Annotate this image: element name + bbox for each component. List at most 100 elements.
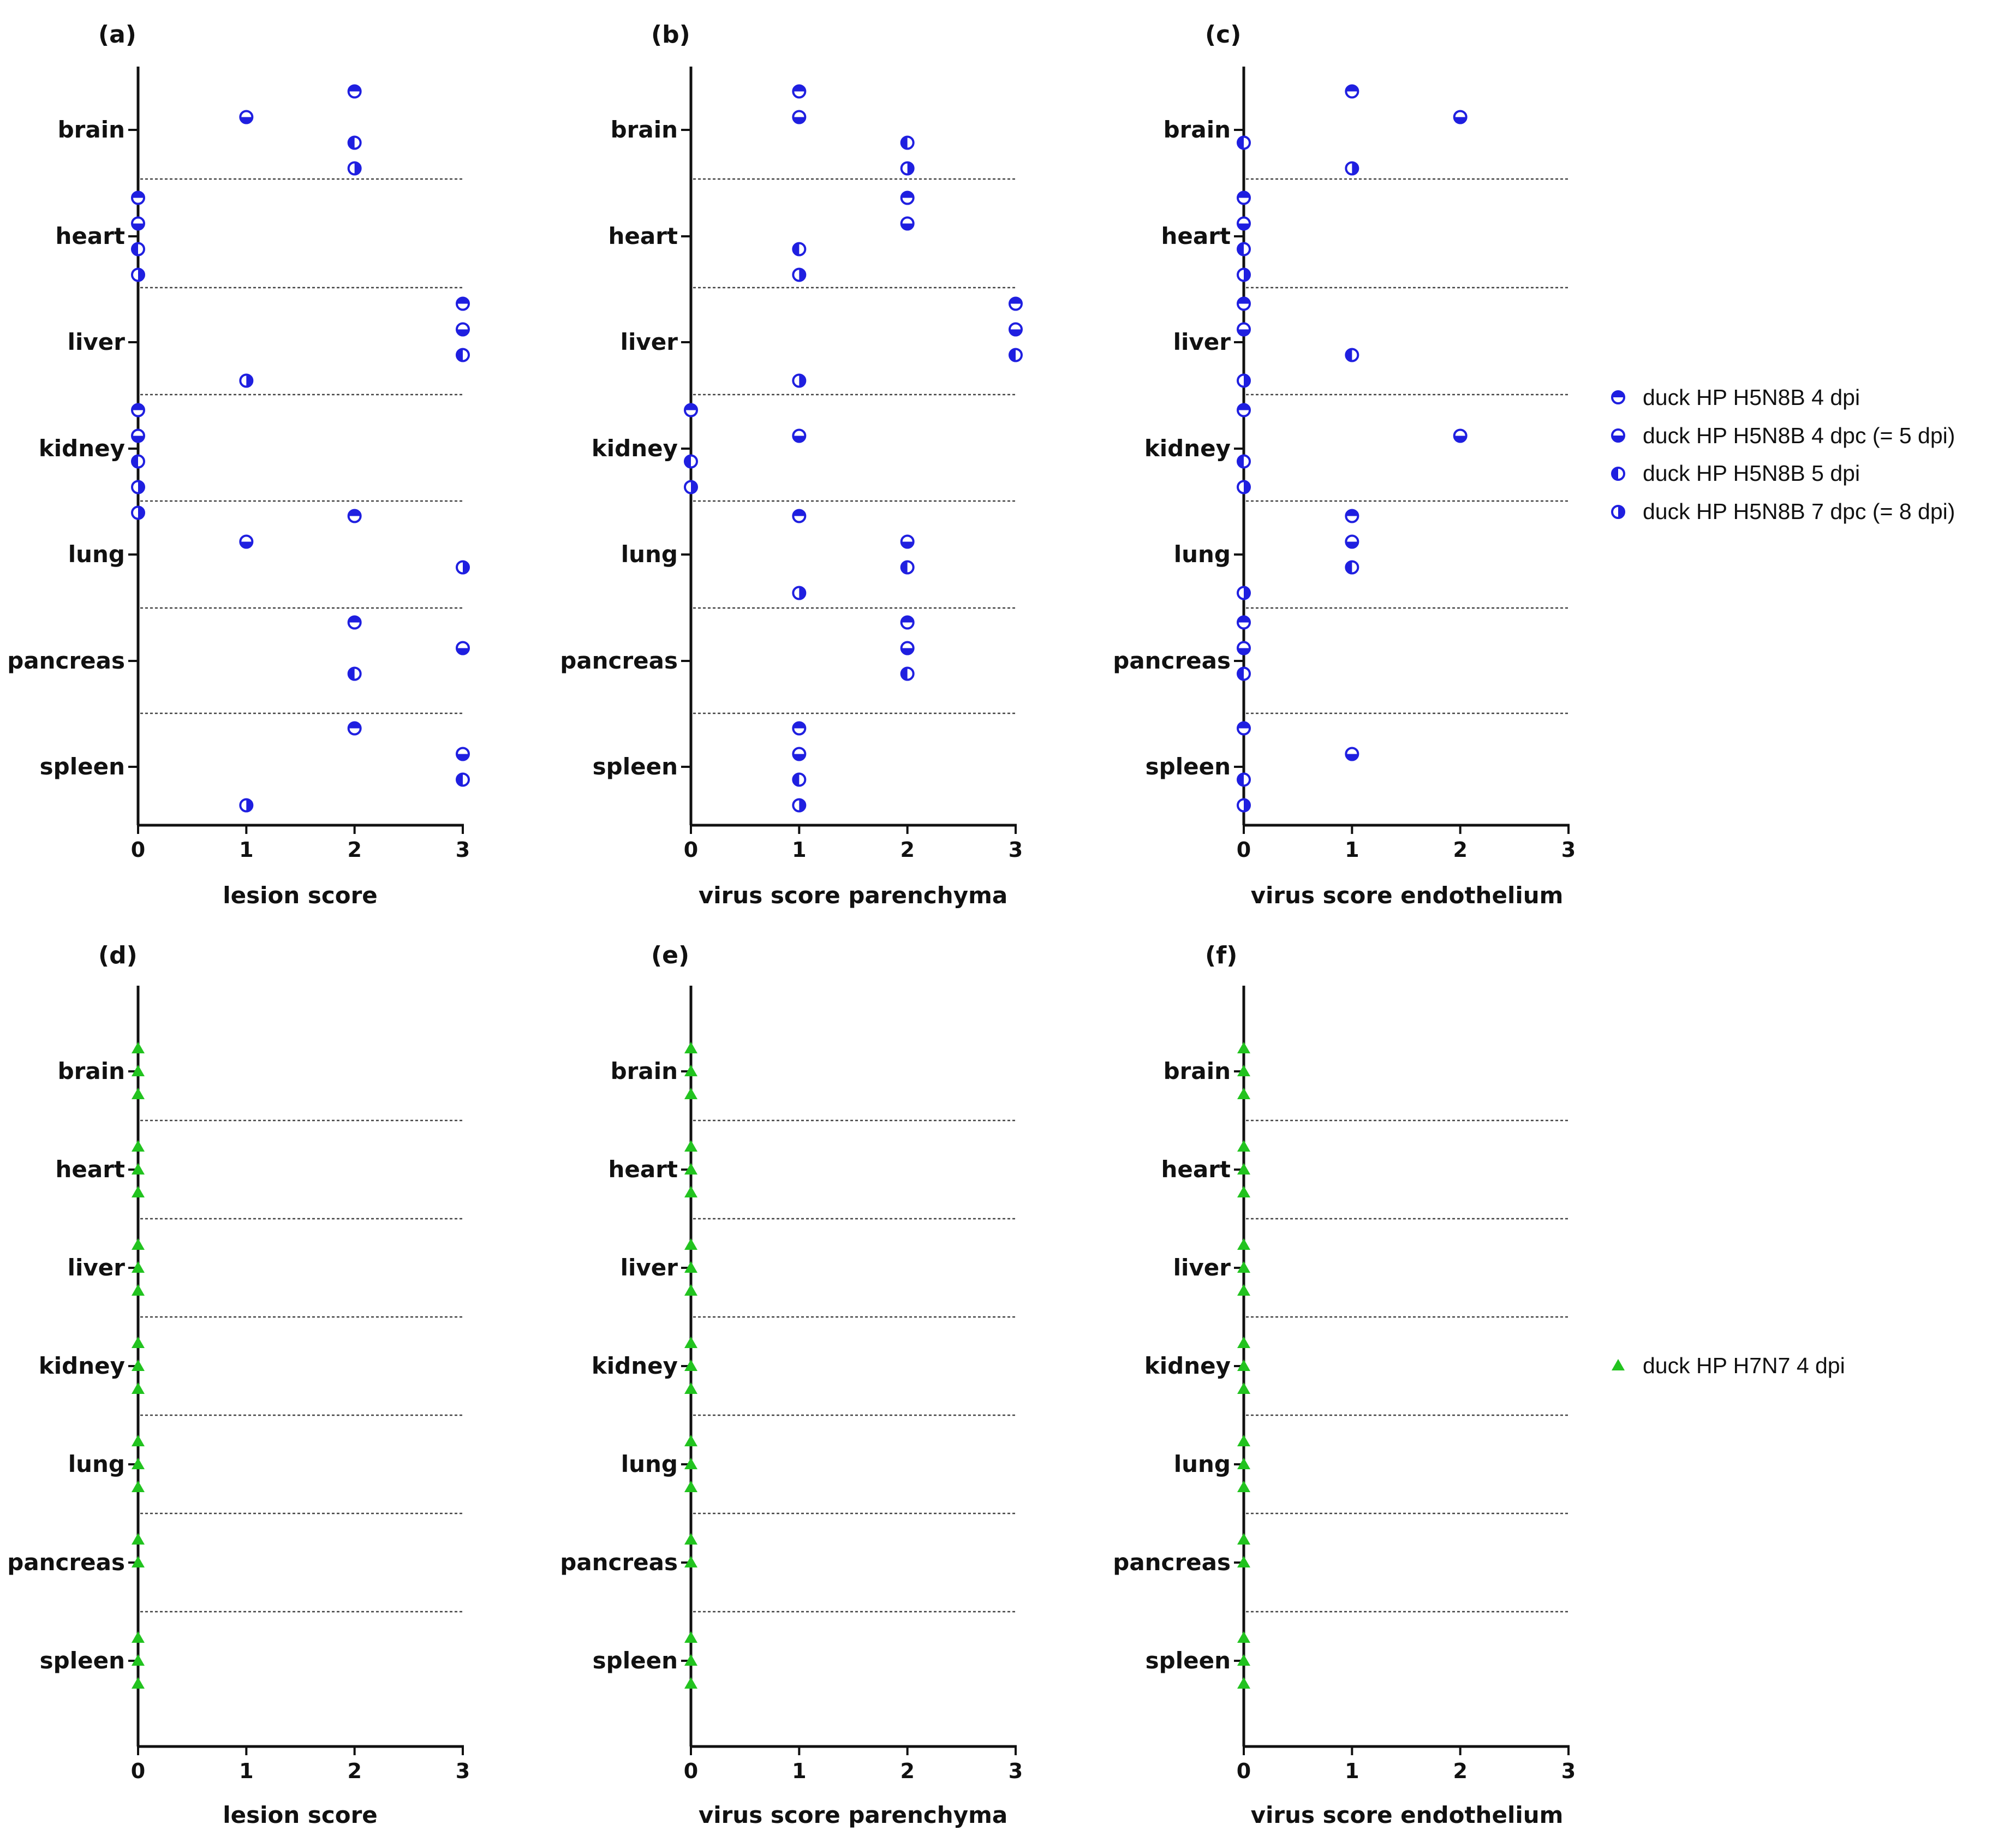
panel-e: (e) virus score parenchyma 0 1 2 3 brain hear… xyxy=(560,941,1023,1828)
x-tick-label: 1 xyxy=(1345,838,1359,862)
x-tick-label: 3 xyxy=(456,1759,470,1783)
category-label-spleen: spleen xyxy=(40,1647,125,1674)
x-tick-label: 1 xyxy=(1345,1759,1359,1783)
x-tick-label: 3 xyxy=(1009,1759,1023,1783)
data-point-lung xyxy=(1345,509,1359,523)
data-point-lung xyxy=(132,1435,145,1446)
data-point-liver xyxy=(1237,1238,1250,1250)
data-point-kidney xyxy=(684,1360,697,1371)
data-point-spleen xyxy=(792,798,807,813)
data-point-liver xyxy=(239,373,254,388)
data-point-pancreas xyxy=(1237,666,1251,681)
data-point-brain xyxy=(1345,161,1359,176)
data-point-kidney xyxy=(132,1337,145,1348)
category-label-liver: liver xyxy=(621,1254,678,1281)
category-label-brain: brain xyxy=(1164,1058,1231,1084)
data-point-lung xyxy=(347,509,362,523)
data-point-spleen xyxy=(1237,772,1251,787)
data-point-kidney xyxy=(131,403,145,418)
data-point-lung xyxy=(792,586,807,600)
category-label-brain: brain xyxy=(58,116,125,143)
data-point-lung xyxy=(132,1458,145,1469)
data-point-liver xyxy=(1009,296,1023,311)
data-point-heart xyxy=(1237,267,1251,282)
legend-marker-1 xyxy=(1611,428,1625,443)
x-tick-label: 3 xyxy=(1009,838,1023,862)
data-point-kidney xyxy=(684,454,698,469)
data-point-pancreas xyxy=(1237,641,1251,655)
data-point-heart xyxy=(132,1140,145,1152)
panel-a: (a) lesion score 0 1 2 3 brain heart liver kidn… xyxy=(7,21,470,909)
x-tick-label: 3 xyxy=(456,838,470,862)
data-point-brain xyxy=(1237,135,1251,150)
x-axis-title-b: virus score parenchyma xyxy=(699,882,1007,909)
data-point-kidney xyxy=(792,428,807,443)
data-point-brain xyxy=(132,1065,145,1076)
category-label-spleen: spleen xyxy=(593,1647,678,1674)
category-label-lung: lung xyxy=(1174,1451,1231,1477)
data-point-brain xyxy=(792,84,807,99)
data-point-brain xyxy=(347,161,362,176)
data-point-pancreas xyxy=(900,666,915,681)
category-label-kidney: kidney xyxy=(1144,1352,1231,1379)
data-point-lung xyxy=(900,560,915,575)
data-point-brain xyxy=(1237,1042,1250,1053)
data-point-pancreas xyxy=(132,1556,145,1567)
data-point-heart xyxy=(1237,242,1251,257)
category-label-pancreas: pancreas xyxy=(7,1549,125,1576)
category-label-pancreas: pancreas xyxy=(1113,647,1231,674)
data-point-heart xyxy=(1237,1186,1250,1197)
category-label-heart: heart xyxy=(608,223,678,249)
x-tick-label: 0 xyxy=(1237,1759,1251,1783)
category-label-spleen: spleen xyxy=(40,753,125,780)
data-point-kidney xyxy=(1237,454,1251,469)
data-point-spleen xyxy=(1237,1631,1250,1643)
data-point-heart xyxy=(1237,1140,1250,1152)
data-point-kidney xyxy=(131,480,145,494)
data-point-kidney xyxy=(131,428,145,443)
legend-marker-3 xyxy=(1611,505,1625,519)
x-tick-label: 2 xyxy=(900,838,914,862)
legend-label-h5n8b-4dpi: duck HP H5N8B 4 dpi xyxy=(1643,385,1860,410)
legend-label-h5n8b-5dpi: duck HP H5N8B 5 dpi xyxy=(1643,461,1860,486)
data-point-kidney xyxy=(1237,1382,1250,1394)
data-point-lung xyxy=(684,1458,697,1469)
data-point-pancreas xyxy=(1237,1533,1250,1545)
data-point-liver xyxy=(1237,322,1251,337)
category-label-kidney: kidney xyxy=(1144,435,1231,462)
x-tick-label: 0 xyxy=(684,838,698,862)
data-point-spleen xyxy=(132,1654,145,1666)
data-point-heart xyxy=(1237,1163,1250,1175)
category-label-heart: heart xyxy=(1161,223,1231,249)
data-point-pancreas xyxy=(347,615,362,630)
data-point-brain xyxy=(347,135,362,150)
x-axis-title-f: virus score endothelium xyxy=(1251,1802,1564,1828)
data-point-lung xyxy=(239,534,254,549)
panel-b: (b) virus score parenchyma 0 1 2 3 brain hear… xyxy=(560,21,1023,909)
category-label-pancreas: pancreas xyxy=(560,647,678,674)
data-point-liver xyxy=(132,1238,145,1250)
data-point-spleen xyxy=(1237,1654,1250,1666)
data-point-spleen xyxy=(456,747,470,761)
data-point-brain xyxy=(792,110,807,124)
data-point-heart xyxy=(792,242,807,257)
category-label-brain: brain xyxy=(611,116,678,143)
data-point-heart xyxy=(1237,216,1251,231)
data-point-spleen xyxy=(792,747,807,761)
data-point-heart xyxy=(900,190,915,205)
data-point-kidney xyxy=(131,505,145,520)
x-axis-title-d: lesion score xyxy=(223,1802,378,1828)
data-point-kidney xyxy=(1237,480,1251,494)
data-point-spleen xyxy=(347,721,362,736)
data-point-brain xyxy=(684,1042,697,1053)
category-label-brain: brain xyxy=(58,1058,125,1084)
category-label-lung: lung xyxy=(68,1451,125,1477)
legend-marker-2 xyxy=(1611,467,1625,481)
data-point-kidney xyxy=(1237,1360,1250,1371)
data-point-kidney xyxy=(132,1382,145,1394)
data-point-spleen xyxy=(1237,721,1251,736)
category-label-spleen: spleen xyxy=(593,753,678,780)
data-point-heart xyxy=(131,242,145,257)
category-label-kidney: kidney xyxy=(592,1352,678,1379)
panel-c: (c) virus score endothelium 0 1 2 3 brain hea… xyxy=(1113,21,1576,909)
